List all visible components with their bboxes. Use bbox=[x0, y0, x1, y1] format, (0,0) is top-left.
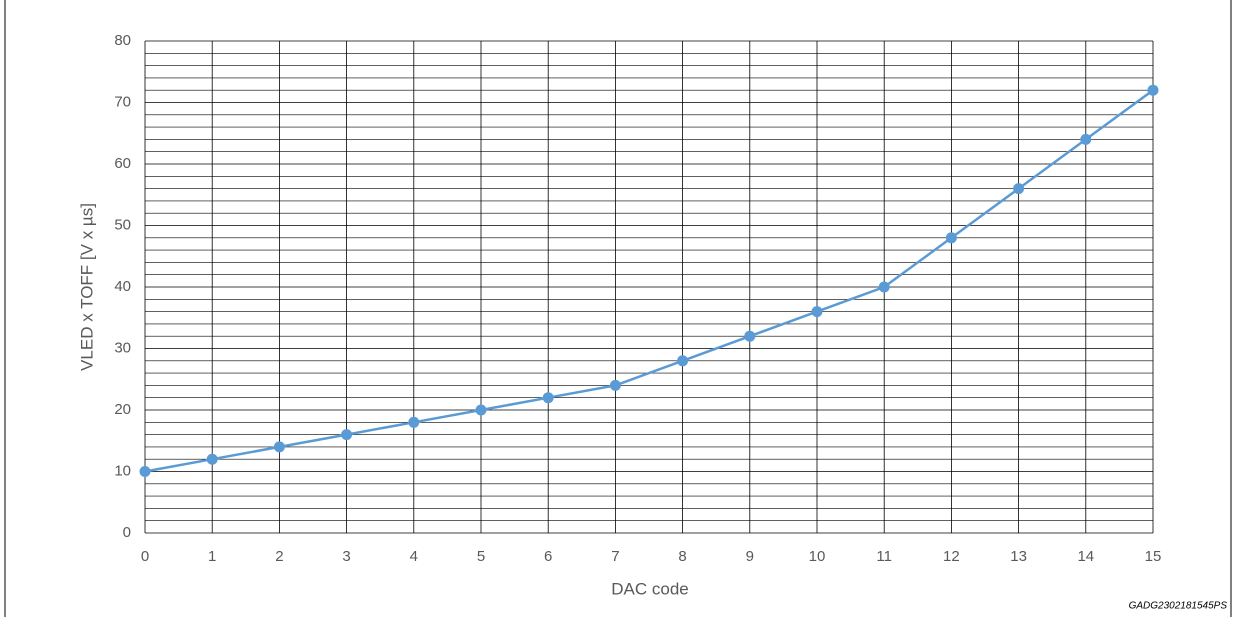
x-tick-label: 2 bbox=[275, 548, 283, 565]
marker bbox=[677, 355, 689, 367]
y-tick-label: 40 bbox=[114, 278, 131, 295]
marker bbox=[1013, 183, 1025, 195]
x-tick-label: 14 bbox=[1077, 548, 1094, 565]
x-tick-label: 8 bbox=[678, 548, 686, 565]
x-tick-label: 6 bbox=[544, 548, 552, 565]
marker bbox=[408, 416, 420, 428]
footnote: GADG2302181545PS bbox=[1129, 601, 1228, 612]
marker bbox=[1080, 133, 1092, 145]
y-tick-label: 60 bbox=[114, 155, 131, 172]
x-tick-label: 15 bbox=[1145, 548, 1162, 565]
x-tick-label: 1 bbox=[208, 548, 216, 565]
x-tick-label: 12 bbox=[943, 548, 960, 565]
marker bbox=[542, 392, 554, 404]
y-tick-label: 70 bbox=[114, 93, 131, 110]
y-tick-label: 10 bbox=[114, 462, 131, 479]
x-tick-label: 3 bbox=[342, 548, 350, 565]
marker bbox=[139, 466, 151, 477]
x-tick-label: 9 bbox=[746, 548, 754, 565]
y-tick-label: 0 bbox=[123, 524, 131, 541]
marker bbox=[206, 453, 218, 465]
x-tick-label: 11 bbox=[876, 548, 892, 565]
x-tick-label: 4 bbox=[410, 548, 418, 565]
marker bbox=[878, 281, 890, 293]
marker bbox=[273, 441, 285, 453]
marker bbox=[609, 379, 621, 391]
marker bbox=[341, 429, 353, 441]
x-tick-label: 10 bbox=[809, 548, 826, 565]
x-tick-label: 0 bbox=[141, 548, 149, 565]
x-axis-label: DAC code bbox=[611, 579, 688, 598]
marker bbox=[475, 404, 487, 416]
x-tick-label: 13 bbox=[1010, 548, 1027, 565]
line bbox=[144, 89, 1154, 473]
marker bbox=[1147, 84, 1159, 96]
y-tick-label: 50 bbox=[114, 216, 131, 233]
x-tick-label: 5 bbox=[477, 548, 485, 565]
y-axis-label: VLED x TOFF [V x µs] bbox=[77, 203, 96, 371]
marker bbox=[744, 330, 756, 342]
y-tick-label: 80 bbox=[114, 32, 131, 49]
marker bbox=[811, 306, 823, 318]
y-tick-label: 30 bbox=[114, 339, 131, 356]
x-tick-label: 7 bbox=[611, 548, 619, 565]
y-tick-label: 20 bbox=[114, 401, 131, 418]
marker bbox=[945, 232, 957, 244]
